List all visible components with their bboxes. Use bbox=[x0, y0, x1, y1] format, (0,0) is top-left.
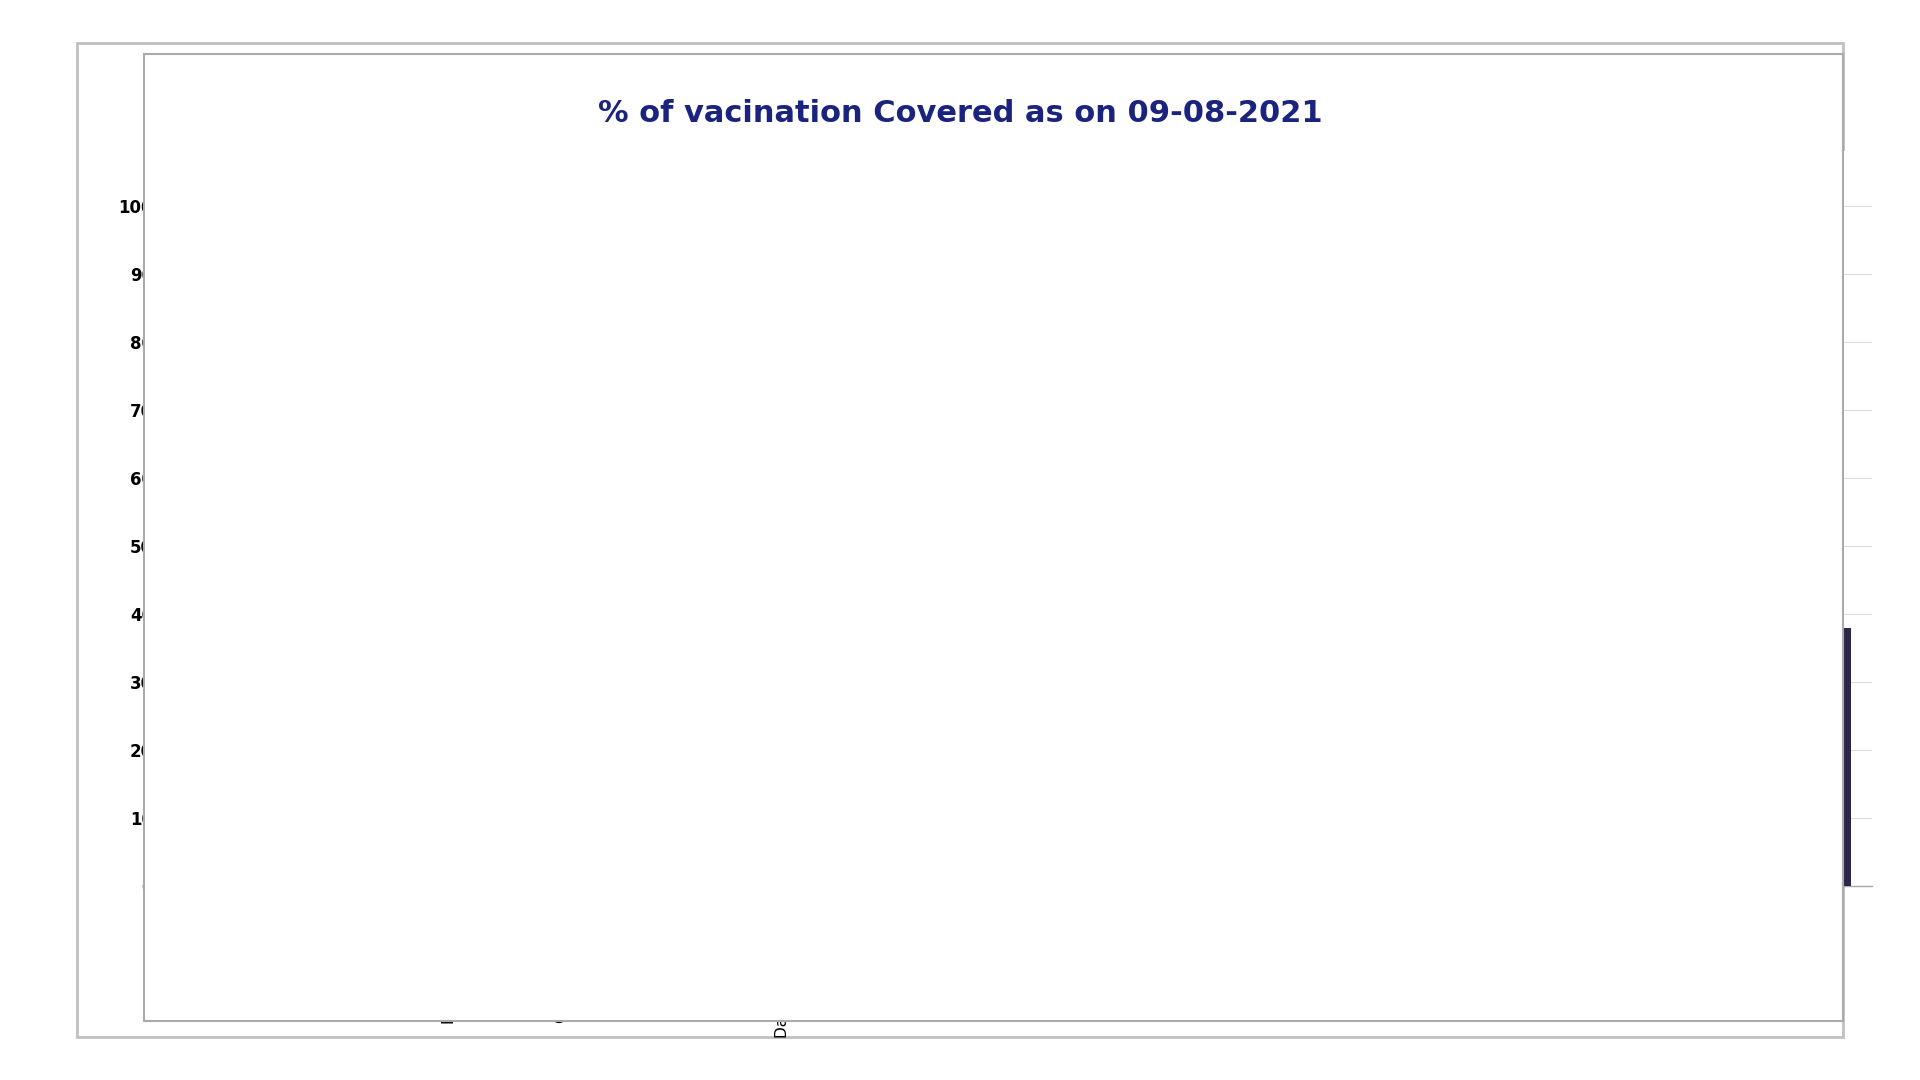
Text: 39.24: 39.24 bbox=[1776, 581, 1786, 613]
Text: 35.68: 35.68 bbox=[1442, 606, 1453, 637]
Bar bbox=[490, 599, 520, 886]
Text: 46.75: 46.75 bbox=[666, 530, 676, 563]
Bar bbox=[1764, 619, 1795, 886]
Text: 47.94: 47.94 bbox=[722, 522, 732, 554]
Bar bbox=[1711, 541, 1740, 886]
Bar bbox=[545, 568, 576, 886]
Bar bbox=[1267, 593, 1296, 886]
Bar bbox=[324, 610, 353, 886]
Text: 67.27: 67.27 bbox=[1665, 391, 1674, 422]
Bar bbox=[989, 556, 1020, 886]
Text: 43.38: 43.38 bbox=[223, 553, 232, 585]
Bar bbox=[1100, 650, 1131, 886]
Bar bbox=[1488, 482, 1519, 886]
Bar bbox=[1655, 428, 1686, 886]
Text: 40.43: 40.43 bbox=[334, 573, 344, 605]
Text: 50.68: 50.68 bbox=[1720, 503, 1730, 536]
Text: 93.95: 93.95 bbox=[445, 210, 455, 241]
Bar bbox=[601, 538, 632, 886]
Text: 44.9: 44.9 bbox=[945, 550, 954, 575]
Bar bbox=[1044, 657, 1075, 886]
Text: 33.65: 33.65 bbox=[1054, 620, 1066, 651]
Bar bbox=[378, 514, 409, 886]
Bar bbox=[213, 591, 244, 886]
Bar bbox=[712, 559, 743, 886]
Bar bbox=[1377, 465, 1407, 886]
Bar bbox=[933, 580, 964, 886]
Bar bbox=[768, 475, 797, 886]
Text: 51.22: 51.22 bbox=[611, 500, 622, 531]
Bar bbox=[1599, 568, 1630, 886]
Text: 46.68: 46.68 bbox=[1609, 531, 1619, 563]
Bar bbox=[434, 246, 465, 886]
Text: 46.69: 46.69 bbox=[555, 530, 566, 563]
Text: 48.45: 48.45 bbox=[998, 518, 1010, 551]
Bar bbox=[1321, 540, 1352, 886]
Bar bbox=[1212, 524, 1242, 886]
Text: 38.32: 38.32 bbox=[833, 588, 843, 620]
Text: 50.76: 50.76 bbox=[1332, 503, 1342, 535]
Text: 60.37: 60.37 bbox=[778, 437, 787, 470]
Text: 43.03: 43.03 bbox=[1277, 556, 1286, 588]
Bar bbox=[1156, 508, 1187, 886]
Text: 34.63: 34.63 bbox=[1110, 613, 1119, 645]
Text: 47.79: 47.79 bbox=[1553, 523, 1563, 555]
Bar bbox=[1820, 627, 1851, 886]
Text: % of vacination Covered as on 09-08-2021: % of vacination Covered as on 09-08-2021 bbox=[597, 99, 1323, 127]
Text: 48.6: 48.6 bbox=[889, 525, 899, 550]
Text: 42.03: 42.03 bbox=[501, 563, 511, 594]
Bar bbox=[269, 589, 300, 886]
Text: 55.56: 55.56 bbox=[1165, 471, 1175, 502]
Text: 59.44: 59.44 bbox=[1498, 444, 1509, 476]
Bar bbox=[877, 555, 908, 886]
Bar bbox=[1544, 561, 1574, 886]
Text: 43.71: 43.71 bbox=[278, 551, 288, 583]
Text: 53.27: 53.27 bbox=[1221, 486, 1231, 518]
Text: 54.68: 54.68 bbox=[390, 476, 399, 509]
Bar bbox=[657, 568, 687, 886]
Bar bbox=[1432, 643, 1463, 886]
Text: 37.9: 37.9 bbox=[1832, 597, 1841, 622]
Bar bbox=[822, 625, 852, 886]
Text: 61.86: 61.86 bbox=[1388, 428, 1398, 459]
